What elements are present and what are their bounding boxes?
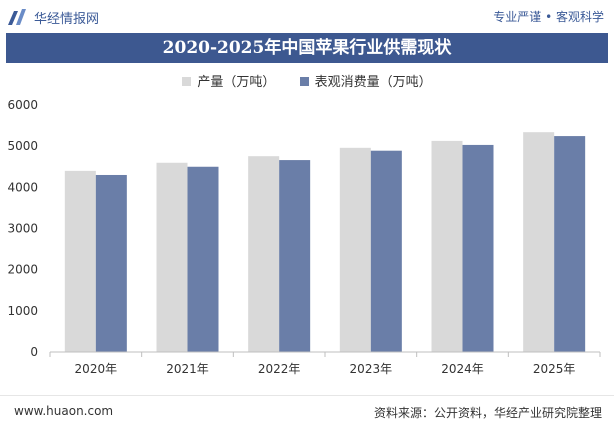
bar-consumption-0 (95, 174, 127, 352)
x-tick-label-2: 2022年 (258, 362, 301, 376)
x-tick-label-5: 2025年 (533, 362, 576, 376)
y-tick-label-2: 2000 (7, 263, 38, 277)
x-tick-label-0: 2020年 (75, 362, 118, 376)
bar-consumption-1 (187, 166, 219, 352)
bar-production-4 (431, 140, 463, 352)
bar-consumption-5 (554, 136, 586, 352)
y-tick-label-5: 5000 (7, 139, 38, 153)
logo-text: 华经情报网 (34, 12, 100, 27)
legend-label-consumption: 表观消费量（万吨） (314, 75, 432, 90)
y-tick-label-0: 0 (30, 345, 38, 359)
bar-consumption-4 (462, 144, 494, 352)
footer-source: 资料来源：公开资料，华经产业研究院整理 (373, 406, 602, 420)
bar-consumption-2 (279, 160, 311, 352)
chart-title: 2020-2025年中国苹果行业供需现状 (6, 33, 608, 63)
legend-swatch-consumption (299, 77, 309, 86)
y-tick-label-1: 1000 (7, 304, 38, 318)
logo-icon (8, 9, 26, 25)
bar-production-3 (339, 147, 371, 352)
footer: www.huaon.com 资料来源：公开资料，华经产业研究院整理 (0, 395, 614, 426)
legend-item-consumption: 表观消费量（万吨） (299, 71, 432, 90)
tagline: 专业严谨 • 客观科学 (493, 10, 604, 24)
x-tick-label-4: 2024年 (441, 362, 484, 376)
bar-production-5 (523, 132, 555, 352)
bar-production-2 (248, 156, 280, 352)
x-tick-label-1: 2021年 (166, 362, 209, 376)
y-tick-label-6: 6000 (7, 98, 38, 112)
y-tick-label-4: 4000 (7, 180, 38, 194)
x-tick-label-3: 2023年 (350, 362, 393, 376)
bar-chart: 2020年 2021年 2022年 2023年 2024年 2025年 0 1000 2000 3… (7, 98, 601, 376)
chart-legend: 产量（万吨） 表观消费量（万吨） (0, 71, 614, 90)
footer-url: www.huaon.com (14, 404, 114, 418)
legend-item-production: 产量（万吨） (182, 71, 275, 90)
bar-consumption-3 (370, 150, 402, 352)
top-bar: 华经情报网 专业严谨 • 客观科学 (0, 0, 614, 32)
bar-production-0 (64, 170, 96, 352)
bar-production-1 (156, 162, 188, 352)
legend-label-production: 产量（万吨） (197, 75, 276, 90)
y-tick-label-3: 3000 (7, 222, 38, 236)
legend-swatch-production (182, 77, 192, 86)
